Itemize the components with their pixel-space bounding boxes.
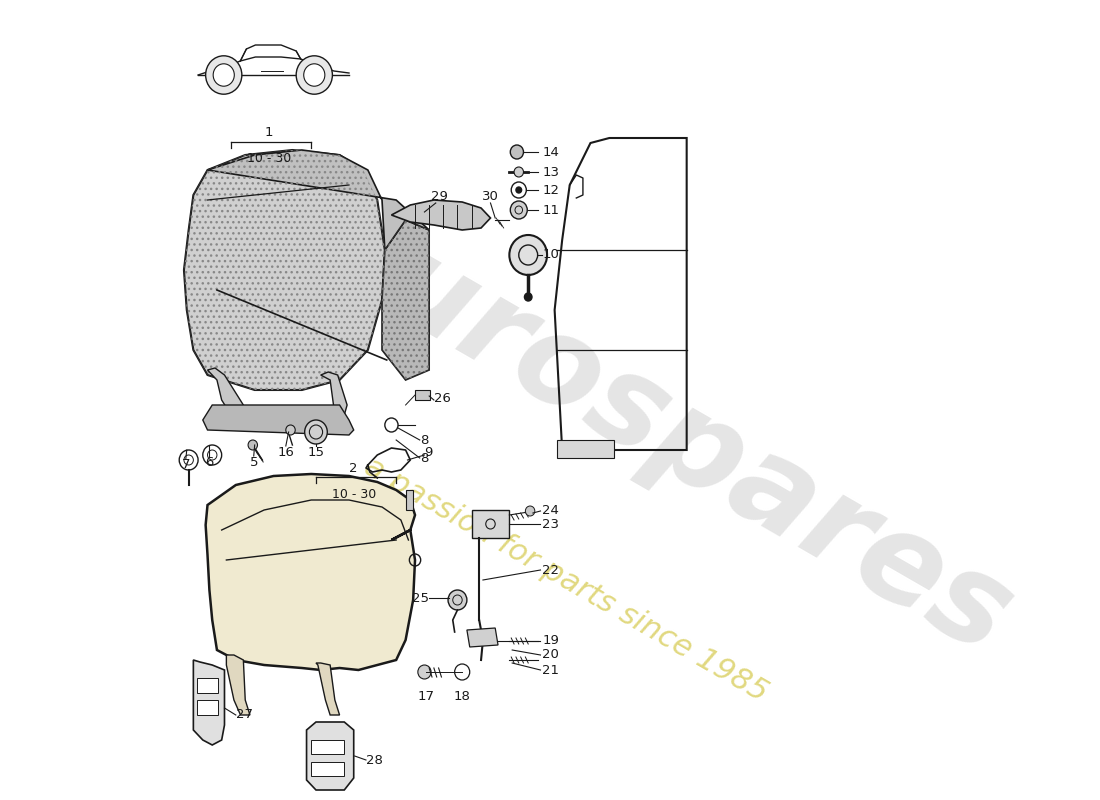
- Polygon shape: [392, 200, 491, 230]
- Bar: [311, 740, 344, 754]
- Polygon shape: [208, 150, 429, 250]
- Polygon shape: [208, 368, 243, 415]
- Text: 30: 30: [482, 190, 499, 202]
- Text: 6: 6: [206, 457, 213, 470]
- Circle shape: [525, 293, 532, 301]
- Circle shape: [286, 425, 295, 435]
- Polygon shape: [194, 660, 224, 745]
- Polygon shape: [206, 474, 415, 670]
- Text: a passion for parts since 1985: a passion for parts since 1985: [359, 452, 773, 708]
- Bar: [472, 510, 509, 538]
- Circle shape: [509, 235, 547, 275]
- Text: 15: 15: [308, 446, 324, 458]
- Bar: [406, 490, 414, 510]
- Text: 26: 26: [433, 391, 451, 405]
- Text: 20: 20: [542, 649, 559, 662]
- Polygon shape: [307, 722, 354, 790]
- Circle shape: [448, 590, 466, 610]
- Text: 8: 8: [420, 434, 428, 446]
- Circle shape: [296, 56, 332, 94]
- Text: 27: 27: [235, 709, 253, 722]
- Text: 2: 2: [350, 462, 358, 474]
- Text: 28: 28: [366, 754, 383, 766]
- Bar: [197, 700, 218, 715]
- Circle shape: [418, 665, 431, 679]
- Text: 21: 21: [542, 663, 560, 677]
- Text: 17: 17: [418, 690, 434, 703]
- Circle shape: [510, 201, 527, 219]
- Circle shape: [516, 187, 521, 193]
- Text: 18: 18: [453, 690, 471, 703]
- Text: 14: 14: [542, 146, 559, 158]
- Polygon shape: [382, 220, 429, 380]
- Text: 12: 12: [542, 183, 560, 197]
- Text: 1: 1: [265, 126, 273, 139]
- Bar: [415, 390, 430, 400]
- Circle shape: [304, 64, 324, 86]
- Text: 24: 24: [542, 505, 559, 518]
- Polygon shape: [316, 663, 340, 715]
- Text: 19: 19: [542, 634, 559, 647]
- Bar: [558, 440, 614, 458]
- Polygon shape: [466, 628, 498, 647]
- Text: 10: 10: [542, 249, 559, 262]
- Text: 22: 22: [542, 563, 560, 577]
- Polygon shape: [321, 372, 348, 415]
- Text: 10 - 30: 10 - 30: [246, 152, 290, 165]
- Text: 9: 9: [425, 446, 432, 459]
- Polygon shape: [202, 405, 354, 435]
- Text: 16: 16: [277, 446, 294, 458]
- Text: 8: 8: [420, 451, 428, 465]
- Polygon shape: [184, 150, 385, 390]
- Text: 29: 29: [431, 190, 448, 202]
- Circle shape: [305, 420, 328, 444]
- Circle shape: [206, 56, 242, 94]
- Text: 11: 11: [542, 203, 560, 217]
- Circle shape: [526, 506, 535, 516]
- Text: 25: 25: [412, 591, 429, 605]
- Polygon shape: [227, 655, 250, 715]
- Text: 13: 13: [542, 166, 560, 178]
- Circle shape: [514, 167, 524, 177]
- Text: 23: 23: [542, 518, 560, 530]
- Circle shape: [213, 64, 234, 86]
- Bar: [311, 762, 344, 776]
- Circle shape: [510, 145, 524, 159]
- Circle shape: [249, 440, 257, 450]
- Bar: [197, 678, 218, 693]
- Text: eurospares: eurospares: [288, 180, 1033, 680]
- Text: 10 - 30: 10 - 30: [331, 488, 376, 501]
- Text: 5: 5: [250, 455, 258, 469]
- Text: 7: 7: [182, 458, 190, 471]
